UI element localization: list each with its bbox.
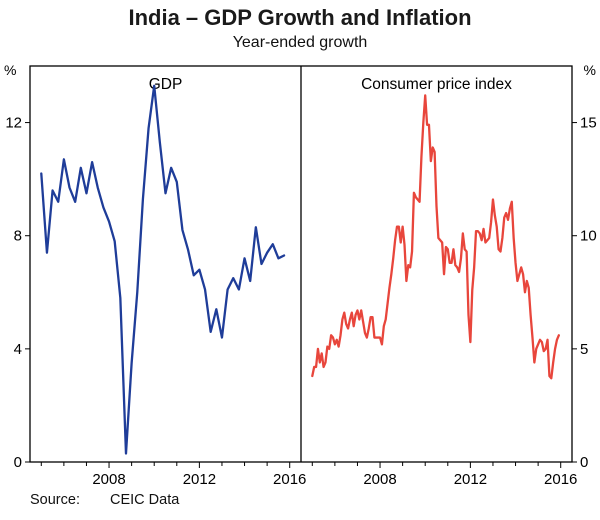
- panel-title-cpi: Consumer price index: [361, 76, 512, 93]
- y-axis-label-left: 0: [14, 454, 22, 471]
- y-axis-label-right: 5: [580, 341, 588, 358]
- y-axis-label-left: 4: [14, 341, 22, 358]
- x-axis-label: 2012: [454, 471, 487, 488]
- x-axis-label: 2012: [183, 471, 216, 488]
- y-axis-label-left: 12: [5, 115, 22, 132]
- x-axis-label: 2008: [92, 471, 125, 488]
- source-label: Source:: [30, 492, 80, 508]
- y-axis-label-right: 0: [580, 454, 588, 471]
- percent-sign-left: %: [4, 62, 16, 78]
- cpi-line: [311, 94, 560, 380]
- y-axis-label-right: 10: [580, 228, 597, 245]
- y-axis-label-left: 8: [14, 228, 22, 245]
- percent-sign-right: %: [584, 62, 596, 78]
- chart-title: India – GDP Growth and Inflation: [128, 5, 472, 30]
- panel-title-gdp: GDP: [149, 76, 183, 93]
- gdp-line: [40, 84, 286, 455]
- x-axis-label: 2008: [363, 471, 396, 488]
- x-axis-label: 2016: [544, 471, 577, 488]
- chart-subtitle: Year-ended growth: [232, 34, 368, 51]
- x-axis-label: 2016: [273, 471, 306, 488]
- y-axis-label-right: 15: [580, 115, 597, 132]
- source-value: CEIC Data: [109, 492, 180, 508]
- source-note: Source: CEIC Data: [30, 492, 600, 508]
- chart-canvas: 0 4 8 12 2008 2012 2016 GDP 0 5 10 15 2008 2012 2016 Co…: [4, 62, 597, 488]
